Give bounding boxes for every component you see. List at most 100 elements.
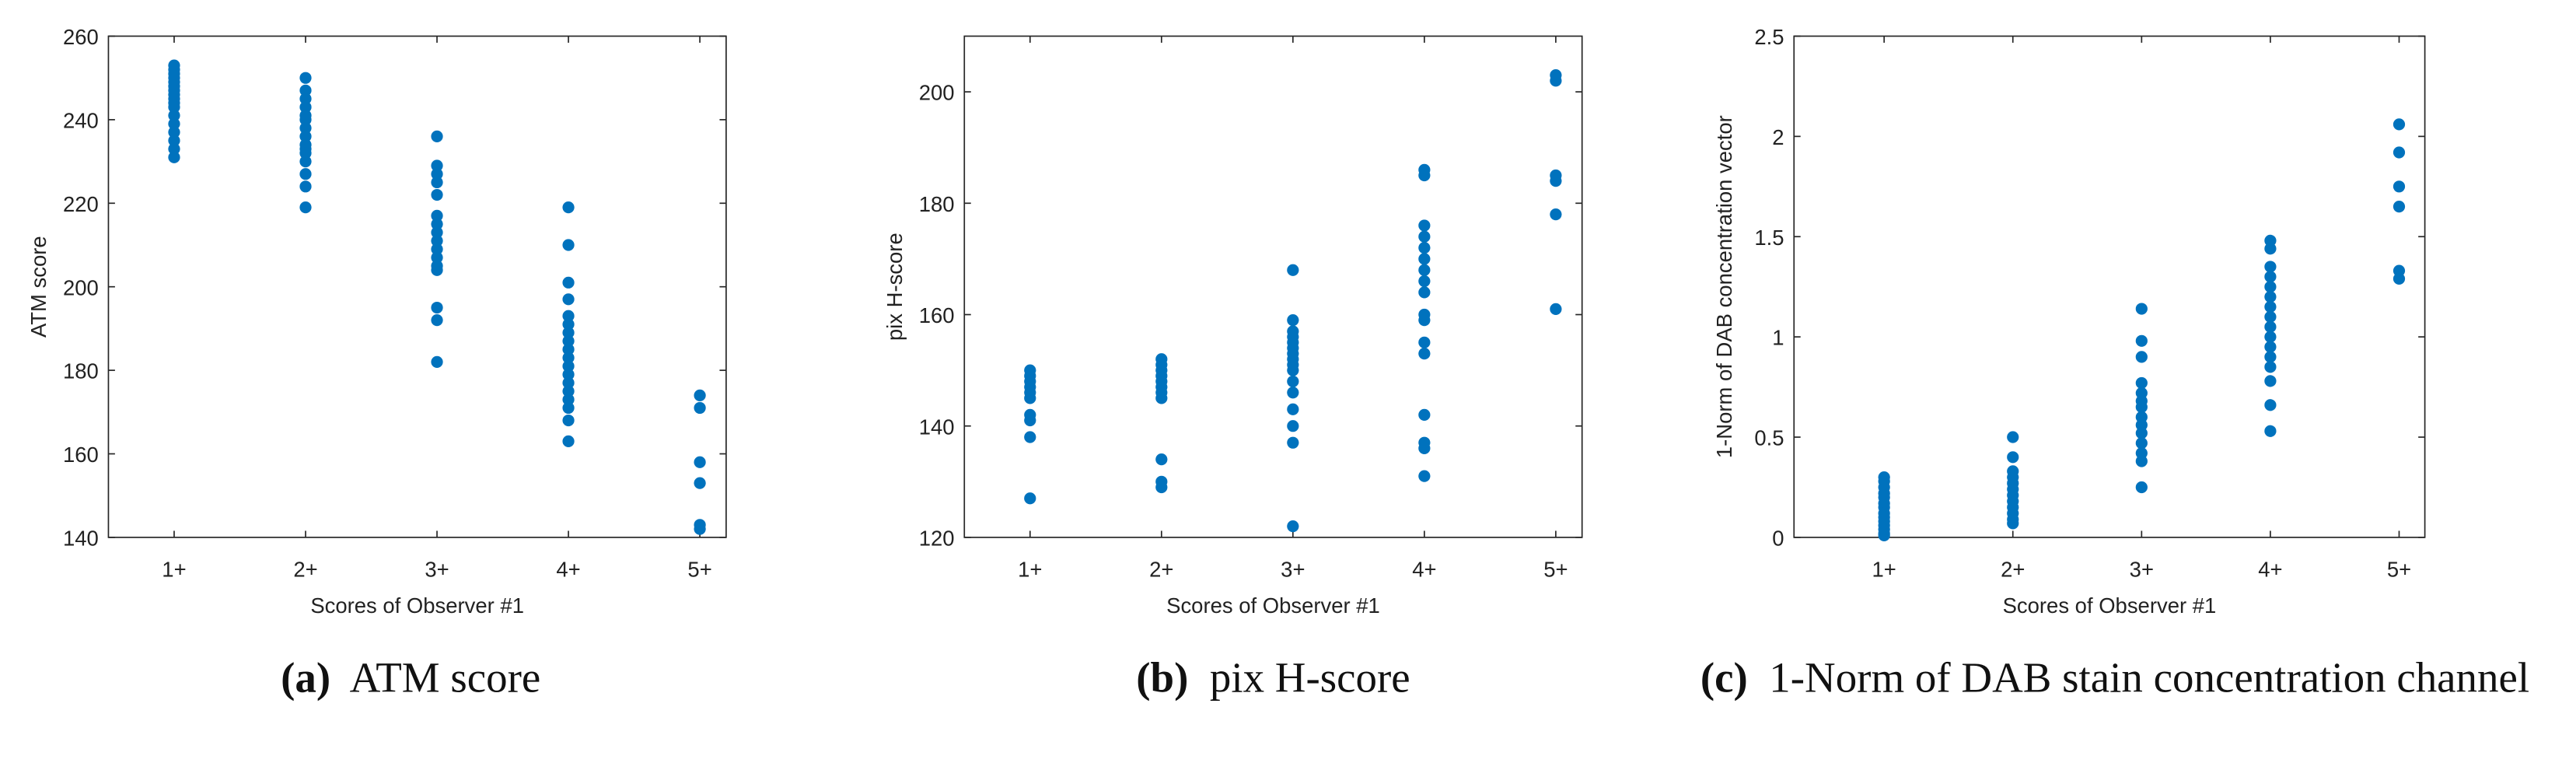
y-tick-label: 240	[63, 108, 99, 132]
data-point	[299, 155, 312, 168]
data-point	[1155, 481, 1168, 494]
data-point	[2392, 118, 2406, 131]
data-point	[431, 130, 443, 142]
data-point	[1024, 392, 1036, 404]
data-point	[2392, 200, 2406, 213]
data-point	[431, 218, 443, 230]
data-point	[1418, 219, 1431, 232]
data-point	[562, 435, 575, 448]
data-point	[2135, 303, 2148, 315]
data-point	[562, 201, 575, 214]
data-point	[1155, 453, 1168, 466]
data-point	[562, 368, 575, 381]
data-point	[2264, 310, 2277, 323]
data-point	[2264, 243, 2277, 255]
x-tick-label: 4+	[556, 558, 580, 582]
data-point	[562, 239, 575, 251]
y-tick-label: 0	[1772, 526, 1784, 550]
data-point	[2392, 272, 2406, 285]
data-point	[562, 343, 575, 355]
data-point	[694, 401, 706, 415]
data-point	[2264, 331, 2277, 343]
data-point	[168, 126, 180, 138]
data-point	[168, 151, 180, 163]
x-tick-label: 3+	[425, 558, 449, 582]
y-tick-label: 2.5	[1754, 25, 1784, 49]
data-point	[1418, 264, 1431, 276]
data-point	[299, 93, 312, 105]
data-point	[1024, 492, 1036, 505]
data-point	[299, 84, 312, 96]
data-point	[694, 389, 706, 401]
caption-text: ATM score	[349, 653, 541, 702]
data-point	[299, 201, 312, 214]
y-tick-label: 200	[63, 275, 99, 299]
plot-frame	[1793, 35, 2426, 538]
y-tick-label: 160	[919, 303, 955, 327]
y-tick-label: 200	[919, 81, 955, 105]
y-tick-label: 0.5	[1754, 426, 1784, 450]
x-tick-label: 3+	[2130, 558, 2154, 582]
data-point	[2264, 261, 2277, 273]
x-tick-label: 4+	[1412, 558, 1436, 582]
data-point	[1418, 169, 1431, 182]
x-tick-label: 2+	[293, 558, 317, 582]
data-point	[2135, 455, 2148, 467]
data-point	[2392, 180, 2406, 193]
data-point	[2264, 399, 2277, 411]
data-point	[2135, 481, 2148, 494]
data-point	[299, 168, 312, 180]
data-point	[431, 235, 443, 247]
caption: (b) pix H-score	[1068, 649, 1478, 709]
data-point	[1418, 336, 1431, 348]
y-tick-label: 180	[63, 359, 99, 383]
data-point	[299, 130, 312, 142]
data-point	[562, 318, 575, 331]
caption-text: pix H-score	[1209, 653, 1410, 702]
y-tick-label: 1	[1772, 326, 1784, 350]
data-point	[431, 159, 443, 172]
data-point	[1287, 436, 1299, 449]
data-point	[431, 188, 443, 201]
x-axis-label: Scores of Observer #1	[1166, 593, 1380, 618]
data-point	[431, 168, 443, 180]
x-tick-label: 2+	[1149, 558, 1173, 582]
x-tick-label: 1+	[1872, 558, 1896, 582]
data-point	[2264, 425, 2277, 437]
caption-label: (a)	[281, 653, 331, 702]
y-tick-label: 180	[919, 192, 955, 216]
data-point	[2007, 451, 2019, 464]
data-point	[431, 314, 443, 327]
data-point	[2007, 431, 2019, 443]
data-point	[2264, 361, 2277, 373]
y-tick-label: 1.5	[1754, 226, 1784, 250]
x-tick-label: 1+	[1018, 558, 1042, 582]
y-tick-label: 140	[63, 526, 99, 550]
data-point	[1287, 375, 1299, 388]
data-point	[168, 142, 180, 156]
data-point	[299, 122, 312, 135]
data-point	[562, 334, 575, 348]
x-tick-label: 5+	[2387, 558, 2411, 582]
y-tick-label: 2	[1772, 125, 1784, 149]
data-point	[431, 176, 443, 189]
x-tick-label: 2+	[2001, 558, 2025, 582]
data-point	[168, 135, 180, 147]
x-tick-label: 5+	[1543, 558, 1568, 582]
data-point	[2264, 341, 2277, 353]
data-point	[431, 251, 443, 264]
data-point	[299, 114, 312, 126]
data-point	[431, 243, 443, 255]
data-point	[562, 327, 575, 339]
data-point	[1418, 241, 1431, 254]
data-point	[1418, 286, 1431, 299]
data-point	[1418, 442, 1431, 454]
data-point	[2135, 427, 2148, 439]
data-point	[562, 352, 575, 364]
data-point	[2264, 281, 2277, 293]
data-point	[1550, 175, 1562, 187]
y-tick-label: 160	[63, 443, 99, 467]
data-point	[2135, 401, 2148, 413]
data-point	[1418, 408, 1431, 421]
